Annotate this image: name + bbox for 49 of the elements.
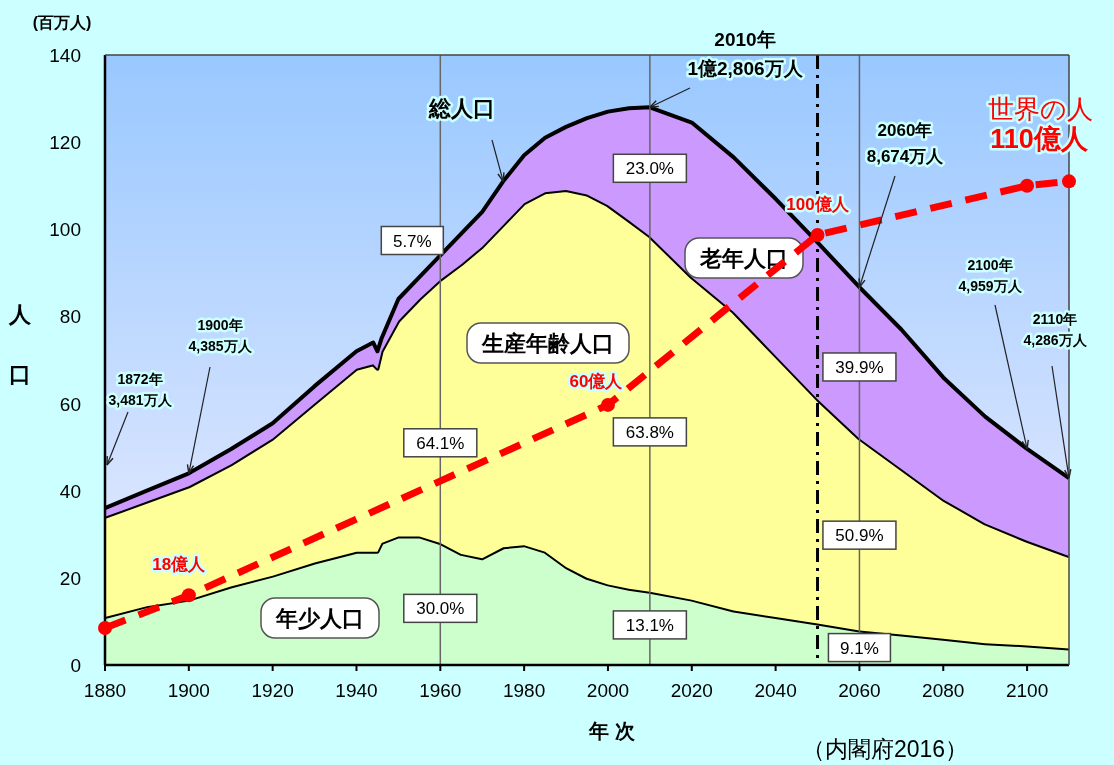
annotation: 1900年 4,385万人 xyxy=(188,317,253,354)
annotation: 23.0% xyxy=(625,159,674,179)
annotation: 9.1% xyxy=(840,638,879,658)
series-label: 年少人口 xyxy=(275,606,364,631)
annotation: 39.9% xyxy=(835,357,884,377)
point xyxy=(1020,178,1035,193)
x-tick-label: 1900 xyxy=(167,680,210,701)
x-tick-label: 2100 xyxy=(1005,680,1049,701)
x-tick-label: 1920 xyxy=(251,680,294,701)
annotation: 2110年 4,286万人 xyxy=(1023,311,1088,348)
x-tick-label: 1980 xyxy=(502,680,546,701)
annotation: 2100年 4,959万人 xyxy=(958,257,1023,294)
point xyxy=(1062,174,1076,189)
y-tick-label: 120 xyxy=(49,132,81,154)
x-tick-label: 2060 xyxy=(838,680,881,701)
x-tick-label: 1940 xyxy=(335,680,378,701)
point xyxy=(810,227,825,242)
y-tick-label: 0 xyxy=(70,655,81,676)
series-label: 生産年齢人口 xyxy=(481,331,614,356)
annotation: 1872年 3,481万人 xyxy=(108,371,173,408)
text: (百万人) xyxy=(32,14,92,31)
x-tick-label: 1960 xyxy=(419,680,462,701)
x-tick-label: 2040 xyxy=(754,680,797,701)
text: （内閣府2016） xyxy=(801,736,969,762)
x-tick-label: 1880 xyxy=(83,680,127,701)
annotation: 2060年 8,674万人 xyxy=(866,121,945,166)
x-tick-label: 2000 xyxy=(586,680,630,701)
point xyxy=(181,588,196,603)
y-tick-label: 80 xyxy=(59,306,81,328)
y-tick-label: 60 xyxy=(59,393,81,415)
point xyxy=(98,620,112,635)
annotation: 63.8% xyxy=(625,422,674,442)
annotation: 5.7% xyxy=(392,231,432,251)
x-tick-label: 2020 xyxy=(670,680,713,701)
text: 人口 xyxy=(9,302,31,387)
annotation: 64.1% xyxy=(416,433,465,453)
annotation: 60億人 xyxy=(569,371,624,391)
point xyxy=(600,397,615,412)
x-tick-label: 2080 xyxy=(922,680,965,701)
annotation: 50.9% xyxy=(835,526,884,546)
y-tick-label: 20 xyxy=(59,567,81,589)
x-axis-title: 年 次 xyxy=(588,720,636,742)
y-tick-label: 100 xyxy=(49,219,81,241)
annotation: 30.0% xyxy=(416,599,465,619)
y-tick-label: 140 xyxy=(49,45,81,66)
y-tick-label: 40 xyxy=(59,480,81,502)
annotation: 2010年 1億2,806万人 xyxy=(687,29,804,79)
annotation: 13.1% xyxy=(625,615,674,635)
annotation: 18億人 xyxy=(152,555,207,575)
